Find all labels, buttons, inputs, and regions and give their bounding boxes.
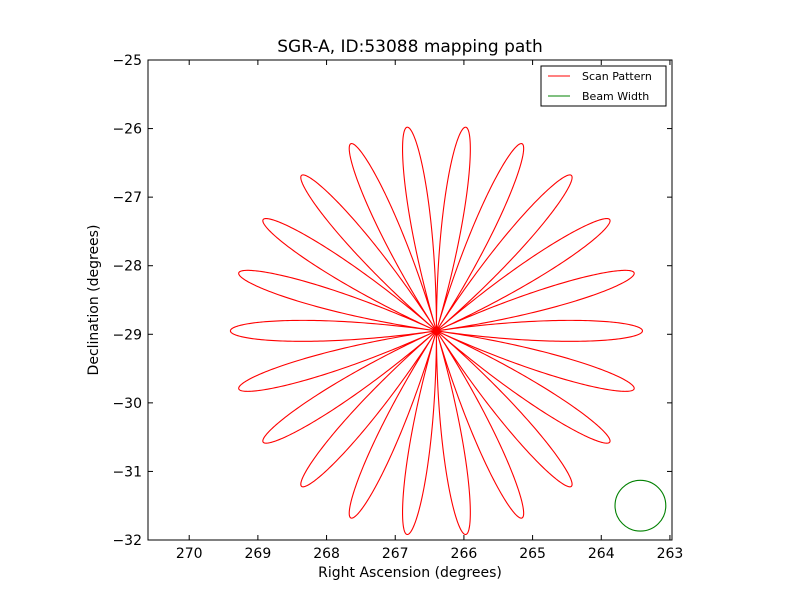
y-tick-label: −32 xyxy=(112,533,142,549)
x-tick-label: 263 xyxy=(657,546,684,562)
y-tick-label: −26 xyxy=(112,122,142,138)
x-tick-label: 269 xyxy=(245,546,272,562)
legend-label-scan-pattern: Scan Pattern xyxy=(582,70,652,83)
y-tick-label: −31 xyxy=(112,464,142,480)
beam-width-circle xyxy=(614,479,667,532)
series-layer xyxy=(229,126,667,536)
x-tick-label: 267 xyxy=(382,546,409,562)
y-tick-label: −27 xyxy=(112,190,142,206)
y-axis-ticks: −25 −26 −27 −28 −29 −30 −31 −32 xyxy=(112,53,672,549)
scan-pattern-line xyxy=(229,126,644,536)
x-tick-label: 266 xyxy=(451,546,478,562)
legend-label-beam-width: Beam Width xyxy=(582,90,649,103)
legend-box xyxy=(540,65,667,107)
x-tick-label: 268 xyxy=(313,546,340,562)
y-tick-label: −30 xyxy=(112,396,142,412)
y-tick-label: −28 xyxy=(112,259,142,275)
x-tick-label: 265 xyxy=(519,546,546,562)
x-axis-ticks: 270 269 268 267 266 265 264 263 xyxy=(176,60,683,562)
chart-title: SGR-A, ID:53088 mapping path xyxy=(277,37,543,57)
plot-frame xyxy=(147,59,673,541)
y-tick-label: −29 xyxy=(112,327,142,343)
y-axis-title: Declination (degrees) xyxy=(86,225,102,376)
y-tick-label: −25 xyxy=(112,53,142,69)
x-axis-title: Right Ascension (degrees) xyxy=(318,565,502,581)
x-tick-label: 264 xyxy=(588,546,615,562)
legend: Scan Pattern Beam Width xyxy=(540,65,667,107)
x-tick-label: 270 xyxy=(176,546,203,562)
